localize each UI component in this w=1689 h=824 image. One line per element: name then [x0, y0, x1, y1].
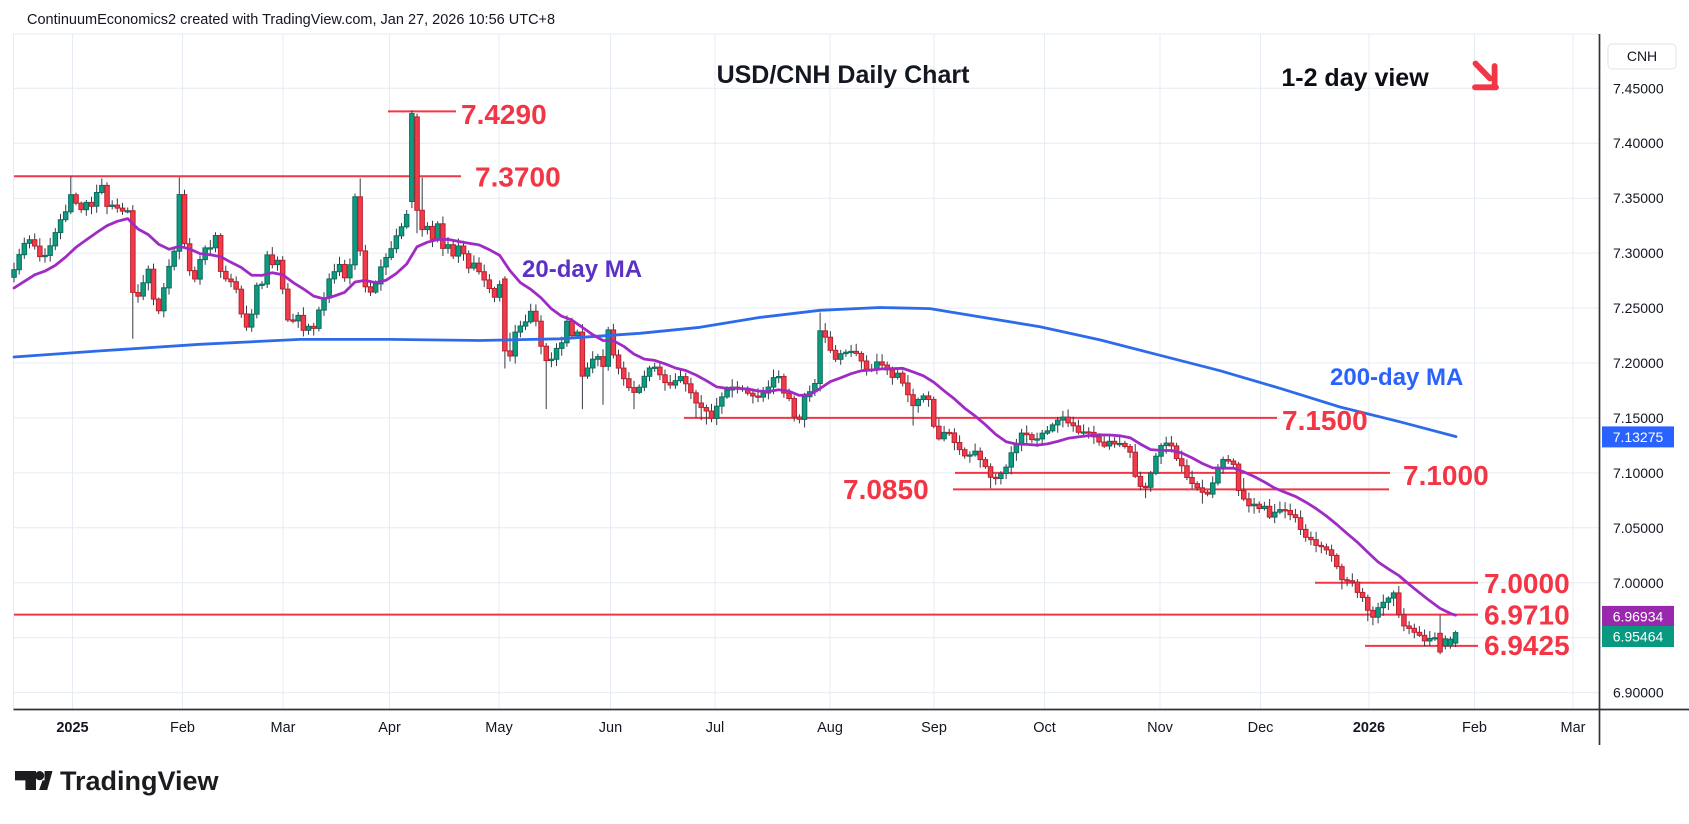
- svg-text:Apr: Apr: [378, 720, 401, 736]
- svg-text:200-day MA: 200-day MA: [1330, 364, 1463, 391]
- svg-text:7.4290: 7.4290: [461, 99, 547, 130]
- svg-text:7.10000: 7.10000: [1613, 465, 1664, 481]
- svg-text:Dec: Dec: [1248, 720, 1274, 736]
- svg-text:TradingView: TradingView: [60, 766, 220, 796]
- svg-text:7.1000: 7.1000: [1403, 460, 1489, 491]
- svg-text:2025: 2025: [56, 720, 88, 736]
- svg-text:Feb: Feb: [1462, 720, 1487, 736]
- svg-text:7.13275: 7.13275: [1613, 429, 1664, 445]
- svg-text:7.1500: 7.1500: [1282, 405, 1368, 436]
- svg-text:6.96934: 6.96934: [1613, 608, 1664, 624]
- svg-text:6.90000: 6.90000: [1613, 685, 1664, 701]
- svg-text:6.9425: 6.9425: [1484, 630, 1570, 661]
- svg-text:7.05000: 7.05000: [1613, 520, 1664, 536]
- svg-text:Mar: Mar: [1561, 720, 1586, 736]
- svg-text:7.30000: 7.30000: [1613, 245, 1664, 261]
- svg-text:Mar: Mar: [271, 720, 296, 736]
- svg-text:Jun: Jun: [599, 720, 622, 736]
- svg-text:7.20000: 7.20000: [1613, 355, 1664, 371]
- svg-text:Aug: Aug: [817, 720, 843, 736]
- svg-text:7.15000: 7.15000: [1613, 410, 1664, 426]
- svg-text:Jul: Jul: [706, 720, 725, 736]
- svg-text:CNH: CNH: [1627, 48, 1657, 64]
- svg-text:7.00000: 7.00000: [1613, 575, 1664, 591]
- svg-text:7.0850: 7.0850: [843, 474, 929, 505]
- svg-text:7.45000: 7.45000: [1613, 80, 1664, 96]
- svg-text:Feb: Feb: [170, 720, 195, 736]
- svg-text:7.35000: 7.35000: [1613, 190, 1664, 206]
- svg-text:7.25000: 7.25000: [1613, 300, 1664, 316]
- svg-text:6.95464: 6.95464: [1613, 629, 1664, 645]
- svg-text:Nov: Nov: [1147, 720, 1174, 736]
- svg-text:Oct: Oct: [1033, 720, 1056, 736]
- svg-text:Sep: Sep: [921, 720, 947, 736]
- svg-text:2026: 2026: [1353, 720, 1385, 736]
- svg-text:ContinuumEconomics2 created wi: ContinuumEconomics2 created with Trading…: [27, 12, 555, 28]
- svg-text:1-2 day view: 1-2 day view: [1281, 64, 1429, 92]
- svg-text:7.3700: 7.3700: [475, 162, 561, 193]
- svg-text:USD/CNH Daily Chart: USD/CNH Daily Chart: [717, 61, 970, 89]
- svg-text:May: May: [485, 720, 513, 736]
- svg-text:6.9710: 6.9710: [1484, 600, 1570, 631]
- svg-text:20-day MA: 20-day MA: [522, 256, 642, 283]
- svg-text:7.40000: 7.40000: [1613, 135, 1664, 151]
- svg-text:7.0000: 7.0000: [1484, 568, 1570, 599]
